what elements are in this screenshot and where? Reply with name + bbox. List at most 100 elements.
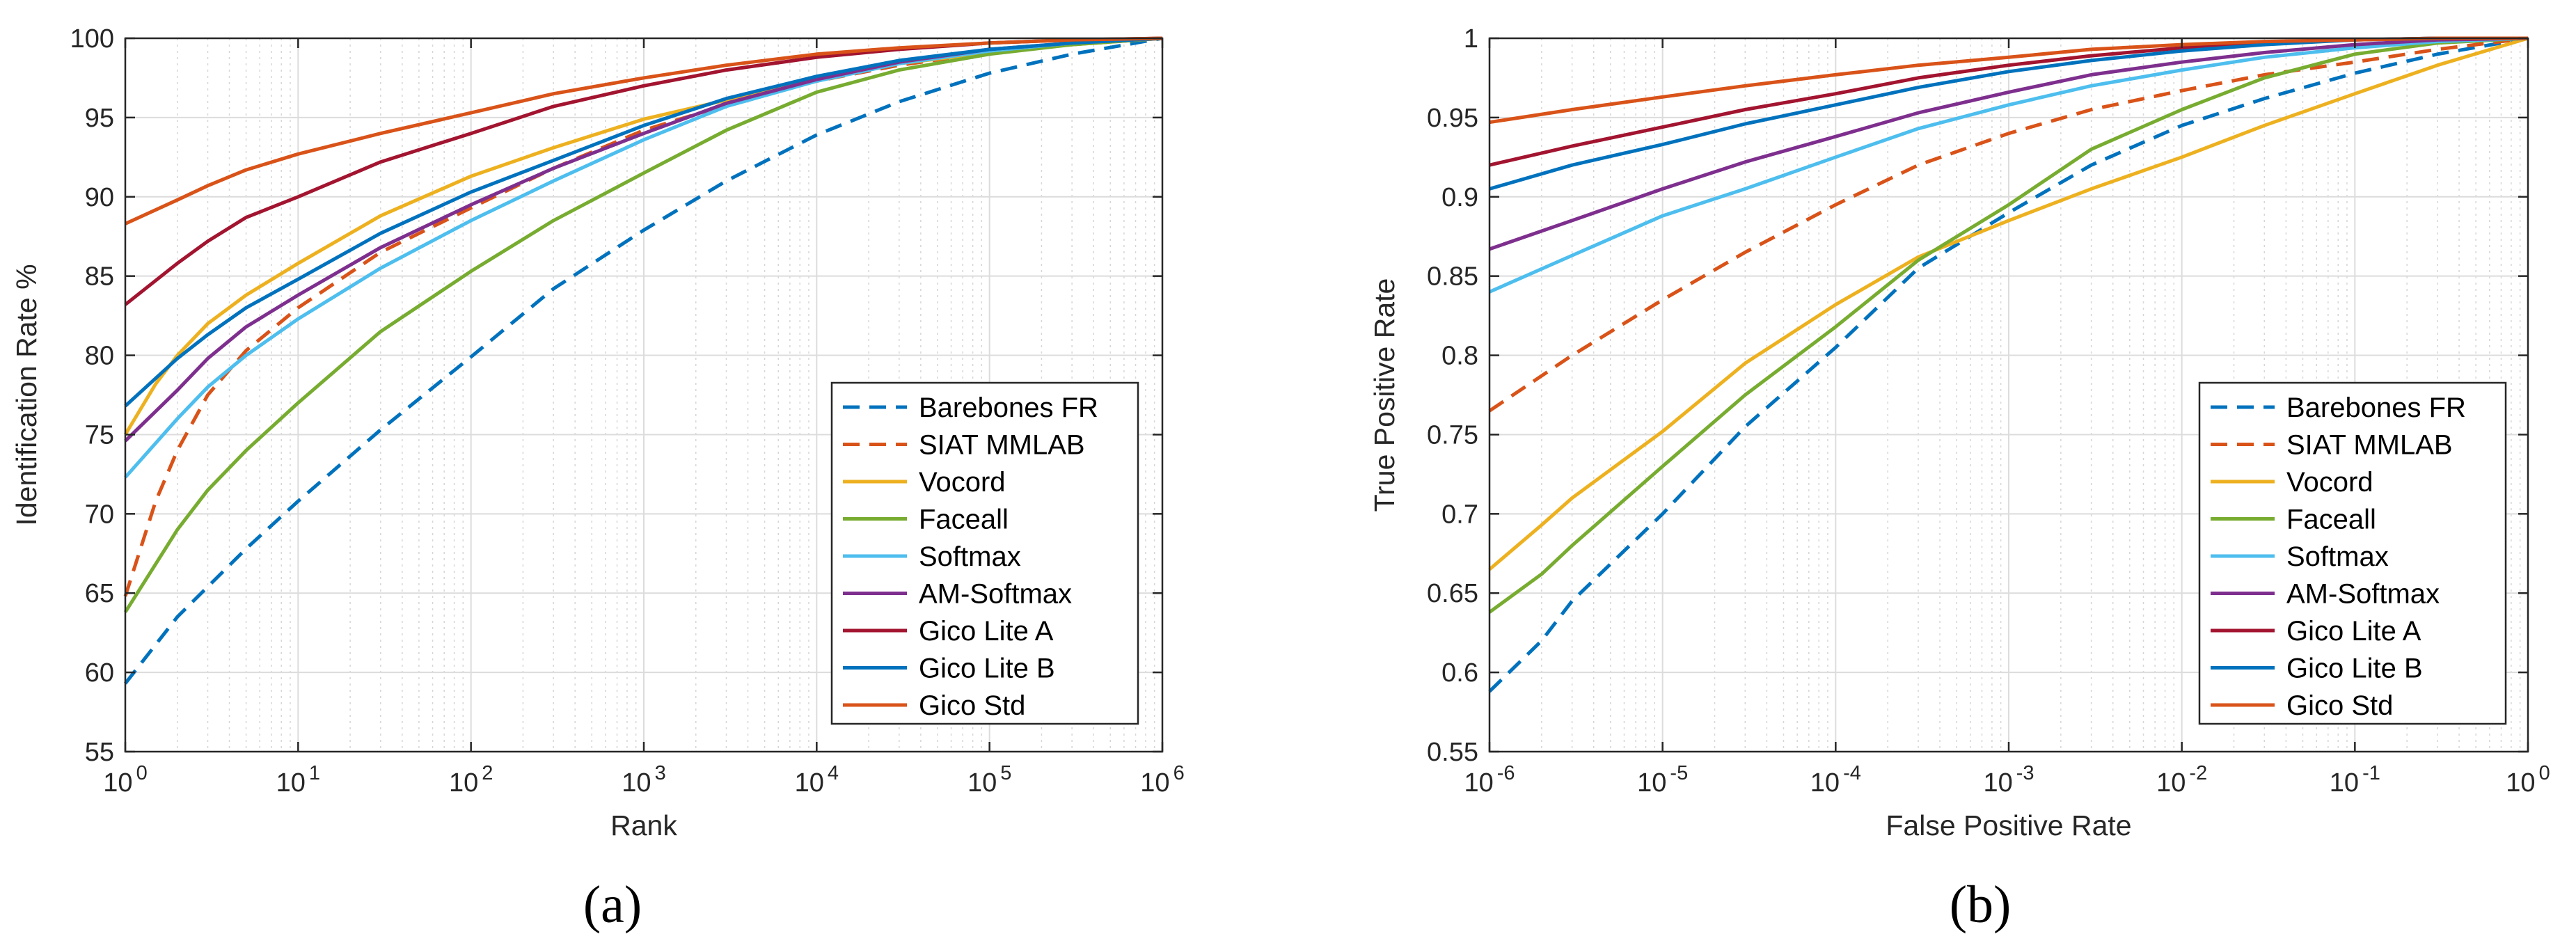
panel-b-x-tick-label: 10 -3 <box>1983 762 2034 798</box>
panel-a-series-gico-std <box>124 36 1163 225</box>
panel-a-series-gico-lite-b <box>124 36 1163 408</box>
panel-b-legend-label-gico-lite-a: Gico Lite A <box>2286 616 2421 647</box>
panel-b-x-tick-exponent: -3 <box>2016 762 2034 784</box>
panel-b-series-siat-mmlab <box>1488 36 2529 413</box>
panel-a-legend-label-siat-mmlab: SIAT MMLAB <box>919 430 1085 461</box>
panel-b-legend-label-softmax: Softmax <box>2286 541 2389 572</box>
panel-a-y-tick-label: 75 <box>85 420 114 450</box>
panel-b-x-tick-label: 10 -6 <box>1464 762 1515 798</box>
panel-b-x-tick-exponent: -4 <box>1843 762 1861 784</box>
panel-a-x-tick-label: 10 0 <box>103 762 147 798</box>
panel-a-x-tick-label: 10 2 <box>449 762 493 798</box>
panel-a-y-tick-label: 60 <box>85 658 114 688</box>
panel-a-legend-label-gico-std: Gico Std <box>919 690 1025 721</box>
panel-a-x-tick-label: 10 6 <box>1140 762 1184 798</box>
panel-a-y-tick-label: 70 <box>85 500 114 529</box>
panel-b-y-tick-label: 0.6 <box>1441 658 1478 688</box>
panel-a-y-tick-label: 80 <box>85 342 114 371</box>
panel-b-x-tick-label: 10 -2 <box>2156 762 2207 798</box>
panel-a-series-faceall <box>123 36 1163 613</box>
panel-b-y-tick-label: 0.8 <box>1441 342 1478 371</box>
panel-b-legend-label-am-softmax: AM-Softmax <box>2286 579 2440 610</box>
panel-a-x-tick-label: 10 5 <box>967 762 1011 798</box>
panel-a-legend-label-am-softmax: AM-Softmax <box>919 579 1072 610</box>
panel-b-x-tick-base: 10 <box>2506 768 2535 798</box>
panel-b-x-tick-label: 10 -1 <box>2330 762 2380 798</box>
panel-a-x-tick-label: 10 4 <box>795 762 839 798</box>
panel-b-legend-label-gico-lite-b: Gico Lite B <box>2286 654 2423 684</box>
panel-a-legend-label-gico-lite-b: Gico Lite B <box>919 654 1055 684</box>
panel-a-tick-marks <box>124 37 1164 753</box>
panel-b-x-tick-exponent: -2 <box>2189 762 2207 784</box>
panel-b-y-tick-label: 0.55 <box>1427 738 1478 767</box>
panel-a-series-group <box>123 36 1163 685</box>
panel-a-y-tick-label: 90 <box>85 183 114 212</box>
panel-a-x-tick-label: 10 1 <box>276 762 320 798</box>
panel-b-series-barebones-fr <box>1488 36 2529 693</box>
panel-a-x-tick-exponent: 2 <box>482 762 493 784</box>
panel-a-x-tick-base: 10 <box>449 768 478 798</box>
panel-b-y-tick-label: 0.75 <box>1427 420 1478 450</box>
panel-b-x-tick-exponent: -5 <box>1670 762 1688 784</box>
panel-b-x-tick-exponent: -1 <box>2362 762 2380 784</box>
panel-a-x-tick-base: 10 <box>276 768 306 798</box>
panel-b-legend-label-vocord: Vocord <box>2286 467 2373 498</box>
panel-b-x-tick-base: 10 <box>1637 768 1666 798</box>
panel-a-x-tick-exponent: 5 <box>1000 762 1011 784</box>
panel-a-x-tick-base: 10 <box>1140 768 1169 798</box>
panel-b-series-faceall <box>1488 36 2529 614</box>
panel-b-x-tick-base: 10 <box>1983 768 2012 798</box>
panel-b-legend-label-barebones-fr: Barebones FR <box>2286 393 2466 423</box>
panel-a-x-tick-exponent: 0 <box>136 762 148 784</box>
panel-a-y-tick-label: 55 <box>85 738 114 767</box>
panel-a-x-tick-exponent: 1 <box>309 762 320 784</box>
panel-a-x-tick-base: 10 <box>622 768 651 798</box>
panel-b-x-tick-label: 10 0 <box>2506 762 2550 798</box>
panel-a-legend: Barebones FR SIAT MMLAB Vocord Faceall Softm… <box>830 381 1139 725</box>
panel-b-x-tick-exponent: 0 <box>2539 762 2550 784</box>
panel-b-y-tick-label: 0.85 <box>1427 262 1478 292</box>
panel-a-y-tick-label: 65 <box>85 579 114 608</box>
panel-a-x-tick-exponent: 4 <box>828 762 839 784</box>
panel-b-y-axis-label: True Positive Rate <box>1368 278 1400 512</box>
panel-a-chart: 10 0 10 1 10 2 10 3 10 4 10 5 10 65560657075808590951… <box>10 24 1185 934</box>
panel-b-label: (b) <box>1950 876 2012 934</box>
panel-a-x-tick-base: 10 <box>795 768 824 798</box>
panel-b-x-tick-label: 10 -4 <box>1810 762 1861 798</box>
panel-a-x-tick-base: 10 <box>103 768 132 798</box>
panel-b-x-tick-base: 10 <box>1464 768 1493 798</box>
panel-a-y-tick-label: 95 <box>85 104 114 133</box>
panel-b-y-tick-label: 0.95 <box>1427 104 1478 133</box>
panel-a-legend-label-softmax: Softmax <box>919 541 1021 572</box>
panel-a-legend-label-barebones-fr: Barebones FR <box>919 393 1098 423</box>
panel-a-y-axis-label: Identification Rate % <box>10 264 42 525</box>
panel-a-y-tick-label: 85 <box>85 262 114 292</box>
panel-b-x-tick-exponent: -6 <box>1497 762 1515 784</box>
panel-b-tick-marks <box>1488 37 2529 753</box>
panel-b-chart: 10 -6 10 -5 10 -4 10 -3 10 -2 10 -1 10 00.550.60.650.… <box>1368 24 2550 934</box>
panel-b-x-tick-label: 10 -5 <box>1637 762 1688 798</box>
panel-b-legend: Barebones FR SIAT MMLAB Vocord Faceall Softm… <box>2198 381 2507 725</box>
panel-a-legend-label-vocord: Vocord <box>919 467 1006 498</box>
panel-a-series-barebones-fr <box>124 36 1163 685</box>
panel-a-x-axis-label: Rank <box>610 809 677 841</box>
panel-b-legend-label-siat-mmlab: SIAT MMLAB <box>2286 430 2453 461</box>
panel-a-y-tick-label: 100 <box>70 24 114 54</box>
panel-a-x-tick-exponent: 3 <box>655 762 666 784</box>
panel-b-y-tick-label: 0.65 <box>1427 579 1478 608</box>
panel-b-x-tick-base: 10 <box>1810 768 1840 798</box>
panel-b-series-vocord <box>1488 36 2529 571</box>
panel-a-x-tick-base: 10 <box>967 768 997 798</box>
panel-b-x-tick-base: 10 <box>2156 768 2186 798</box>
panel-a-label: (a) <box>583 876 642 934</box>
panel-b-legend-label-gico-std: Gico Std <box>2286 690 2393 721</box>
panel-b-y-tick-label: 1 <box>1464 24 1478 54</box>
panel-a-x-tick-label: 10 3 <box>622 762 665 798</box>
panel-b-y-tick-label: 0.7 <box>1441 500 1478 529</box>
panel-b-legend-label-faceall: Faceall <box>2286 505 2376 535</box>
panel-a-legend-label-gico-lite-a: Gico Lite A <box>919 616 1054 647</box>
panel-a-legend-label-faceall: Faceall <box>919 505 1009 535</box>
panel-b-x-axis-label: False Positive Rate <box>1886 809 2131 841</box>
panel-a-x-tick-exponent: 6 <box>1174 762 1185 784</box>
